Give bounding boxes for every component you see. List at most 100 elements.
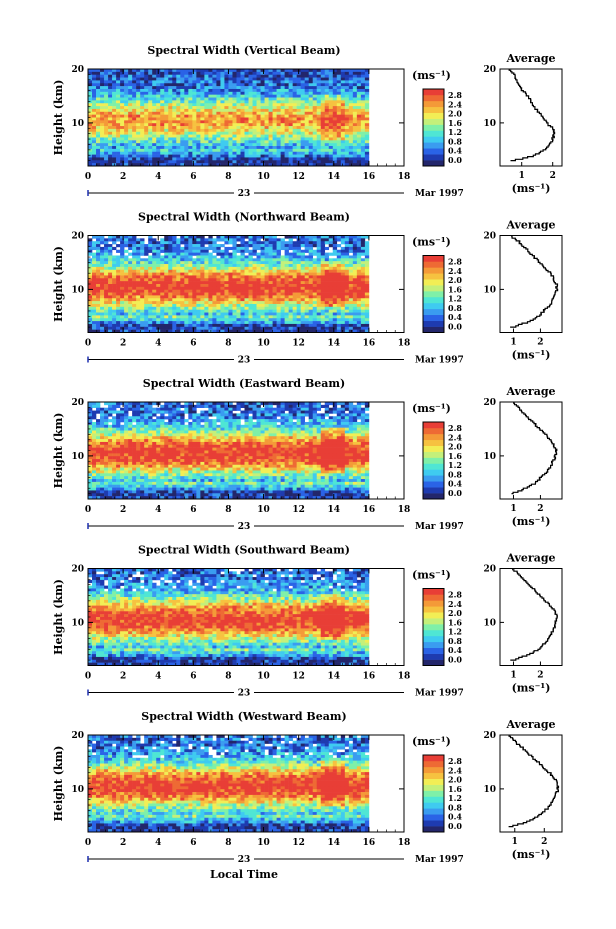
heatmap-cell <box>328 69 334 73</box>
heatmap-cell <box>108 298 113 302</box>
heatmap-cell <box>172 69 177 73</box>
heatmap-cell <box>108 126 113 130</box>
heatmap-cell <box>128 272 133 276</box>
heatmap-cell <box>196 238 201 242</box>
heatmap-cell <box>120 244 125 248</box>
heatmap-cell <box>304 244 309 248</box>
heatmap-cell <box>324 120 330 124</box>
heatmap-cell <box>152 80 157 84</box>
heatmap-cell <box>356 318 362 322</box>
heatmap-cell <box>164 235 169 239</box>
heatmap-cell <box>324 103 330 107</box>
heatmap-cell <box>168 315 173 319</box>
heatmap-cell <box>292 323 297 328</box>
date-label: Mar 1997 <box>415 356 464 366</box>
heatmap-cell <box>276 88 281 93</box>
heatmap-cell <box>252 402 257 406</box>
heatmap-cell <box>336 326 342 330</box>
heatmap-cell <box>336 134 342 138</box>
heatmap-cell <box>248 74 253 78</box>
heatmap-cell <box>272 309 277 313</box>
heatmap-cell <box>204 154 209 158</box>
heatmap-cell <box>120 106 125 110</box>
heatmap-cell <box>340 131 346 135</box>
heatmap-cell <box>344 143 350 147</box>
heatmap-cell <box>128 143 133 147</box>
heatmap-cell <box>312 318 318 322</box>
heatmap-cell <box>260 143 265 147</box>
heatmap-cell <box>244 148 249 153</box>
heatmap-cell <box>180 100 185 104</box>
heatmap-cell <box>240 71 245 75</box>
heatmap-cell <box>200 106 205 110</box>
heatmap-cell <box>104 309 109 313</box>
heatmap-cell <box>112 154 117 158</box>
heatmap-cell <box>240 298 245 302</box>
heatmap-cell <box>356 91 362 95</box>
heatmap-cell <box>132 303 137 308</box>
heatmap-cell <box>168 91 173 95</box>
heatmap-cell <box>248 123 253 127</box>
heatmap-cell <box>276 80 281 84</box>
heatmap-cell <box>332 134 338 138</box>
heatmap-cell <box>196 244 201 248</box>
heatmap-cell <box>248 100 253 104</box>
heatmap-cell <box>300 303 305 308</box>
heatmap-cell <box>240 275 245 279</box>
heatmap-cell <box>264 120 269 124</box>
heatmap-cell <box>156 126 161 130</box>
heatmap-cell <box>156 114 161 118</box>
heatmap-cell <box>180 128 185 133</box>
heatmap-cell <box>236 137 241 141</box>
heatmap-cell <box>196 77 201 81</box>
heatmap-cell <box>224 69 229 73</box>
heatmap-cell <box>152 238 157 242</box>
heatmap-cell <box>280 261 285 265</box>
heatmap-cell <box>152 128 157 133</box>
heatmap-cell <box>192 264 197 268</box>
heatmap-cell <box>256 140 261 144</box>
heatmap-cell <box>328 241 334 245</box>
heatmap-cell <box>252 114 257 118</box>
heatmap-cell <box>132 258 137 262</box>
heatmap-cell <box>108 266 113 271</box>
heatmap-cell <box>116 306 121 310</box>
heatmap-cell <box>344 69 350 73</box>
heatmap-cell <box>304 309 309 313</box>
heatmap-cell <box>320 100 326 104</box>
heatmap-cell <box>128 146 133 150</box>
heatmap-cell <box>364 83 370 87</box>
heatmap-cell <box>204 114 209 118</box>
heatmap-cell <box>96 275 101 279</box>
heatmap-cell <box>340 100 346 104</box>
heatmap-cell <box>216 148 221 153</box>
heatmap-cell <box>316 235 322 239</box>
heatmap-cell <box>308 329 314 333</box>
heatmap-cell <box>308 131 314 135</box>
heatmap-cell <box>148 157 153 161</box>
heatmap-cell <box>224 402 229 406</box>
heatmap-cell <box>340 312 346 316</box>
heatmap-cell <box>344 154 350 158</box>
heatmap-cell <box>204 318 209 322</box>
heatmap-cell <box>204 117 209 121</box>
heatmap-cell <box>324 318 330 322</box>
heatmap-cell <box>340 272 346 276</box>
heatmap-cell <box>316 275 322 279</box>
heatmap-cell <box>224 134 229 138</box>
heatmap-cell <box>92 88 97 93</box>
heatmap-cell <box>304 106 309 110</box>
heatmap-cell <box>184 246 189 251</box>
heatmap-cell <box>220 269 225 273</box>
heatmap-cell <box>124 143 129 147</box>
heatmap-cell <box>96 74 101 78</box>
heatmap-cell <box>192 269 197 273</box>
heatmap-cell <box>96 272 101 276</box>
heatmap-cell <box>280 264 285 268</box>
heatmap-cell <box>164 309 169 313</box>
heatmap-cell <box>244 71 249 75</box>
heatmap-cell <box>284 312 289 316</box>
heatmap-cell <box>168 329 173 333</box>
heatmap-cell <box>344 266 350 271</box>
heatmap-cell <box>240 117 245 121</box>
